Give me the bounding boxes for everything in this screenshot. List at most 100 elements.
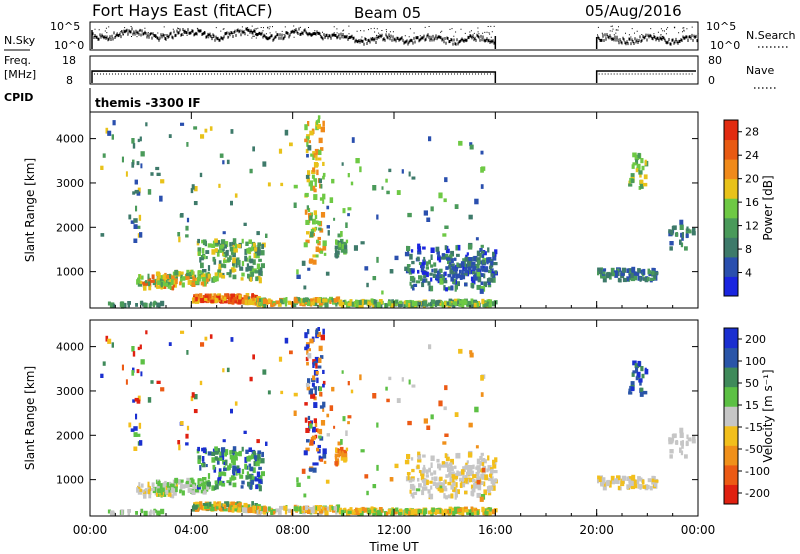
velocity-echo	[180, 484, 183, 490]
velocity-echo	[247, 504, 251, 511]
power-echo	[227, 299, 233, 305]
power-echo	[307, 145, 312, 151]
velocity-echo	[654, 479, 659, 483]
velocity-echo	[260, 506, 265, 512]
velocity-colorbar-swatch	[724, 328, 738, 349]
power-echo	[450, 285, 454, 291]
velocity-echo	[170, 487, 174, 493]
velocity-colorbar-tick-label: 50	[745, 377, 759, 390]
power-echo	[432, 273, 436, 278]
velocity-echo	[201, 478, 204, 484]
power-echo	[691, 231, 696, 236]
velocity-echo	[221, 447, 226, 453]
velocity-echo	[224, 505, 227, 509]
velocity-colorbar-tick-label: 15	[745, 399, 759, 412]
power-echo	[494, 270, 498, 275]
power-echo	[477, 260, 481, 265]
velocity-echo	[347, 415, 352, 419]
velocity-echo	[477, 468, 481, 473]
velocity-echo	[137, 485, 141, 491]
velocity-echo	[396, 398, 401, 403]
velocity-echo	[322, 383, 325, 388]
power-echo	[473, 275, 478, 281]
power-echo	[490, 260, 494, 266]
velocity-echo	[308, 388, 313, 395]
power-echo	[139, 232, 143, 238]
velocity-echo	[436, 485, 441, 490]
velocity-echo	[630, 484, 635, 490]
power-echo	[418, 301, 422, 306]
power-echo	[430, 254, 433, 260]
velocity-echo	[630, 381, 635, 386]
power-echo	[144, 281, 149, 286]
power-echo	[170, 279, 174, 285]
power-echo	[236, 259, 241, 266]
power-echo	[261, 302, 264, 308]
power-echo	[632, 271, 637, 276]
power-echo	[388, 168, 392, 173]
velocity-echo	[293, 410, 297, 416]
velocity-echo	[265, 441, 268, 446]
power-echo	[260, 250, 265, 256]
power-echo	[331, 298, 335, 303]
power-echo	[480, 184, 484, 189]
velocity-echo	[651, 478, 655, 483]
velocity-echo	[256, 458, 261, 464]
velocity-echo	[418, 483, 422, 488]
velocity-echo	[460, 469, 465, 475]
velocity-echo	[262, 369, 267, 375]
velocity-echo	[211, 451, 216, 456]
velocity-echo	[446, 509, 450, 513]
velocity-echo	[315, 428, 319, 432]
beam-label: Beam 05	[354, 4, 421, 22]
power-echo	[471, 280, 476, 285]
power-echo	[256, 231, 260, 236]
velocity-echo	[634, 363, 640, 369]
power-echo	[439, 268, 443, 273]
velocity-echo	[191, 490, 196, 495]
velocity-echo	[452, 481, 456, 486]
power-echo	[230, 129, 234, 134]
velocity-echo	[310, 508, 315, 514]
power-echo	[628, 268, 632, 273]
power-echo	[333, 217, 336, 221]
power-colorbar-frame	[723, 119, 739, 297]
velocity-echo	[441, 510, 445, 516]
power-echo	[135, 303, 138, 307]
power-echo	[401, 169, 404, 174]
velocity-echo	[317, 444, 321, 449]
power-echo	[228, 274, 232, 278]
power-echo	[214, 272, 218, 277]
velocity-echo	[169, 483, 173, 487]
power-echo	[216, 240, 221, 244]
power-echo	[391, 300, 395, 305]
velocity-echo	[647, 478, 652, 483]
power-echo	[210, 299, 215, 304]
power-echo	[654, 271, 659, 275]
velocity-echo	[180, 480, 183, 486]
velocity-echo	[218, 480, 223, 486]
power-echo	[230, 200, 233, 206]
power-echo	[372, 185, 377, 191]
velocity-echo	[471, 492, 474, 497]
power-echo	[642, 268, 646, 275]
velocity-echo	[370, 507, 374, 512]
nsearch-tick-bottom: 10^0	[710, 39, 740, 52]
velocity-echo	[345, 447, 349, 452]
power-echo	[159, 195, 163, 202]
velocity-echo	[494, 478, 498, 483]
velocity-echo	[372, 511, 375, 516]
power-echo	[143, 302, 148, 308]
power-echo	[258, 267, 263, 273]
power-echo	[307, 267, 311, 271]
velocity-echo	[230, 458, 235, 463]
velocity-echo	[409, 483, 415, 489]
velocity-echo	[140, 508, 143, 514]
power-echo	[413, 283, 418, 287]
power-echo	[229, 269, 232, 274]
power-echo	[464, 282, 468, 287]
power-echo	[175, 275, 178, 280]
velocity-echo	[139, 488, 143, 492]
velocity-echo	[212, 464, 216, 470]
power-echo	[635, 168, 639, 173]
